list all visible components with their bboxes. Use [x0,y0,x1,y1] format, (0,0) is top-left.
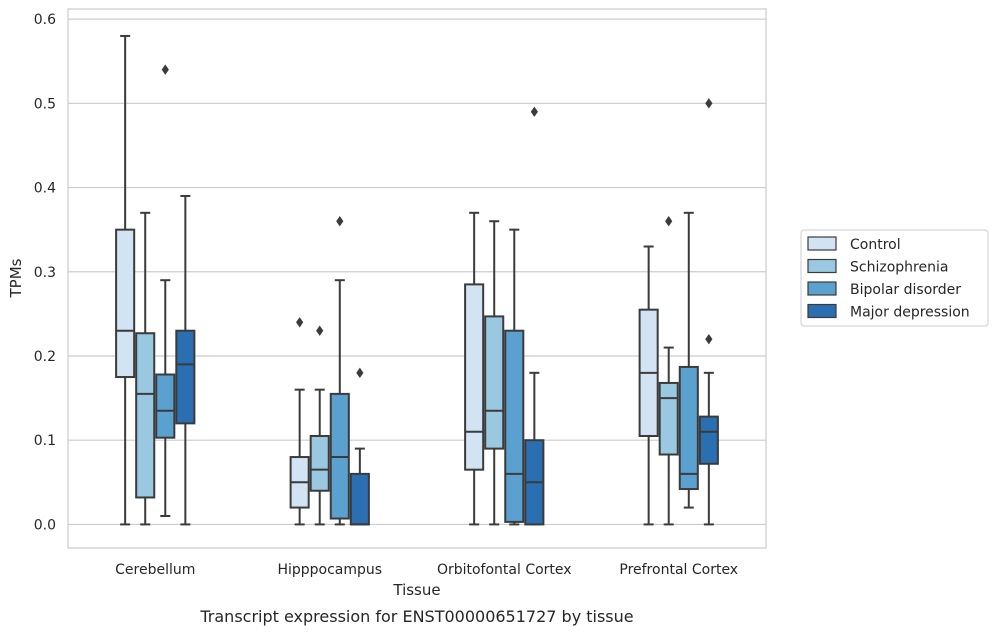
box-control [638,245,659,526]
y-axis-title: TPMs [7,258,25,298]
box-body [175,329,196,425]
box-body [484,315,505,450]
box-body [349,472,370,526]
legend-label: Schizophrenia [850,260,948,276]
outlier-marker [336,216,344,227]
box-major-depression [524,106,545,526]
box-bipolar-disorder [329,216,350,526]
box-bipolar-disorder [155,64,176,517]
y-tick-label: 0.3 [34,265,56,281]
box-schizophrenia [484,220,505,526]
x-tick-labels: Cerebellum Hipppocampus Orbitofontal Corte… [115,562,738,578]
box-schizophrenia [309,325,330,526]
box-body [135,332,156,499]
outlier-marker [705,98,713,109]
box-control [289,317,310,526]
box-major-depression [175,194,196,526]
outlier-marker [530,106,538,117]
box-body [464,283,485,471]
y-tick-label: 0.5 [34,96,56,112]
y-tick-labels: 0.0 0.1 0.2 0.3 0.4 0.5 0.6 [34,12,56,533]
outlier-marker [705,333,713,345]
legend-label: Bipolar disorder [850,282,961,298]
box-body [115,228,136,379]
legend-label: Control [850,237,901,253]
box-control [464,211,485,526]
box-body [698,415,719,465]
legend-swatch [807,281,837,296]
outlier-marker [296,317,304,328]
box-major-depression [698,98,719,526]
box-body [155,373,176,439]
box-schizophrenia [135,211,156,526]
box-schizophrenia [658,216,679,526]
x-tick-label: Cerebellum [115,562,195,578]
legend-swatch [807,236,837,251]
box-body [309,434,330,492]
outlier-marker [356,367,364,378]
legend-swatch [807,303,837,319]
box-bipolar-disorder [678,211,699,509]
box-body [658,381,679,456]
legend: Control Schizophrenia Bipolar disorder Majo… [800,229,989,327]
outlier-marker [665,216,673,227]
x-tick-label: Hipppocampus [277,562,382,578]
plot-frame [67,8,767,549]
box-body [678,365,699,491]
box-bipolar-disorder [504,228,525,526]
box-control [115,34,136,526]
outlier-marker [316,325,324,336]
y-tick-label: 0.0 [34,517,56,533]
legend-label: Major depression [850,305,970,321]
box-major-depression [349,367,370,526]
y-tick-label: 0.1 [34,433,56,449]
y-tick-label: 0.6 [34,12,56,28]
chart-caption: Transcript expression for ENST0000065172… [199,607,633,626]
x-tick-label: Orbitofontal Cortex [437,562,572,578]
legend-swatch [807,258,837,274]
boxes-layer [115,34,719,526]
box-body [504,329,525,523]
x-axis-title: Tissue [392,581,440,599]
y-tick-label: 0.2 [34,349,56,365]
plot-background [68,9,766,548]
outlier-marker [161,64,169,75]
legend-frame [800,229,989,327]
x-tick-label: Prefrontal Cortex [619,562,738,578]
y-tick-label: 0.4 [34,181,56,197]
